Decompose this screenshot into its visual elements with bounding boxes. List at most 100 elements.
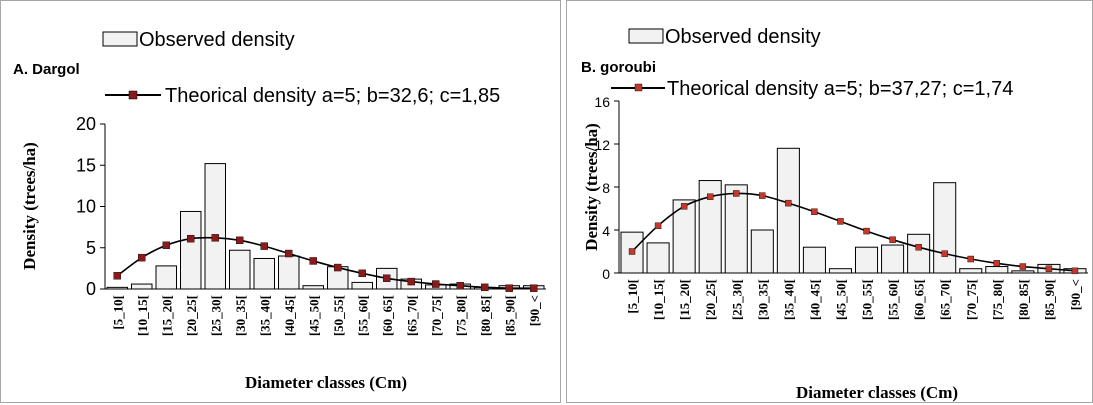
x-tick-label: [60_65[ <box>380 295 395 336</box>
point-theorical <box>811 208 818 215</box>
x-tick-label: [20_25[ <box>184 295 199 336</box>
bar-observed <box>131 283 153 290</box>
bar-observed <box>776 147 800 274</box>
point-theorical <box>407 277 415 286</box>
bar-observed <box>802 246 826 274</box>
point-theorical <box>785 199 792 207</box>
x-tick-label: [40_45[ <box>282 295 297 336</box>
line-theorical <box>116 236 534 290</box>
point-theorical <box>236 236 244 245</box>
x-tick-label: [25_30[ <box>208 295 223 336</box>
x-tick-label: [85_90[ <box>502 295 517 336</box>
chart-dargol: Observed density A. Dargol Theorical den… <box>13 29 546 392</box>
point-theorical <box>706 193 714 200</box>
point-theorical <box>889 236 896 243</box>
point-theorical <box>505 284 513 292</box>
x-tick-label: [85_90[ <box>1042 279 1057 320</box>
chart-panel-dargol: Observed density A. Dargol Theorical den… <box>0 0 561 403</box>
legend-theorical-marker <box>634 83 643 92</box>
point-theorical <box>456 282 464 290</box>
point-theorical <box>967 255 974 263</box>
bar-observed <box>855 246 879 274</box>
legend-observed-swatch <box>628 28 664 44</box>
bar-observed <box>959 268 983 274</box>
panel-label: A. Dargol <box>13 61 80 78</box>
bar-observed <box>698 180 722 274</box>
point-theorical <box>162 241 170 249</box>
point-theorical <box>733 190 740 197</box>
point-theorical <box>432 280 440 288</box>
y-tick-label: 20 <box>76 114 96 134</box>
x-tick-label: [90_< <box>527 295 542 326</box>
legend-observed-label: Observed density <box>139 29 295 51</box>
point-theorical <box>628 248 636 255</box>
legend-theorical-label: Theorical density a=5; b=37,27; c=1,74 <box>667 78 1013 100</box>
point-theorical <box>1071 267 1079 275</box>
bar-observed <box>204 163 226 290</box>
point-theorical <box>1019 263 1027 270</box>
x-tick-label: [70_75[ <box>964 279 979 320</box>
x-tick-label: [5_10[ <box>110 295 125 330</box>
bar-observed <box>253 257 275 290</box>
bar-observed <box>985 266 1009 274</box>
point-theorical <box>481 283 489 292</box>
x-tick-label: [25_30[ <box>729 279 744 320</box>
point-theorical <box>187 234 195 243</box>
point-theorical <box>941 250 948 257</box>
x-tick-label: [50_55[ <box>860 279 875 320</box>
bar-observed <box>155 265 177 290</box>
point-theorical <box>138 253 146 262</box>
point-theorical <box>260 242 268 250</box>
bar-observed <box>828 268 853 274</box>
x-tick-label: [35_40[ <box>781 279 796 320</box>
point-theorical <box>113 272 121 280</box>
x-tick-label: [15_20[ <box>677 279 692 320</box>
x-tick-label: [35_40[ <box>257 295 272 336</box>
x-tick-label: [90_< <box>1068 279 1083 310</box>
x-tick-label: [50_55[ <box>331 295 346 336</box>
x-tick-label: [55_60[ <box>886 279 901 320</box>
line-theorical <box>631 192 1076 272</box>
x-tick-label: [65_70[ <box>938 279 953 320</box>
x-axis-label: Diameter classes (Cm) <box>245 373 407 392</box>
point-theorical <box>309 257 317 265</box>
point-theorical <box>285 249 293 258</box>
point-theorical <box>680 203 688 210</box>
y-tick-label: 4 <box>602 223 610 239</box>
bar-observed <box>229 249 251 290</box>
y-tick-label: 12 <box>594 137 610 153</box>
bar-observed <box>646 242 670 274</box>
point-theorical <box>1045 265 1053 272</box>
bar-observed <box>672 199 696 274</box>
y-tick-label: 16 <box>594 94 610 110</box>
y-tick-label: 0 <box>86 279 96 299</box>
point-theorical <box>863 227 870 235</box>
bar-observed <box>724 184 748 274</box>
bar-observed <box>302 285 324 290</box>
y-axis-label: Density (trees/ha) <box>20 142 39 270</box>
x-tick-label: [65_70[ <box>404 295 419 336</box>
point-theorical <box>334 263 342 272</box>
x-tick-label: [60_65[ <box>912 279 927 320</box>
x-tick-label: [40_45[ <box>807 279 822 320</box>
bar-observed <box>933 182 957 274</box>
point-theorical <box>530 284 538 292</box>
bar-observed <box>750 229 774 274</box>
x-tick-label: [20_25[ <box>703 279 718 320</box>
legend-theorical-marker <box>128 90 138 100</box>
x-tick-label: [80_85[ <box>478 295 493 336</box>
y-tick-label: 8 <box>602 180 610 196</box>
x-axis-label: Diameter classes (Cm) <box>796 383 958 402</box>
point-theorical <box>654 222 662 229</box>
x-tick-label: [30_35[ <box>233 295 248 336</box>
legend-observed-label: Observed density <box>665 26 821 48</box>
bar-observed <box>907 233 931 274</box>
point-theorical <box>383 274 391 282</box>
chart-goroubi: Observed density B. goroubi Theorical de… <box>581 26 1088 402</box>
point-theorical <box>759 192 766 199</box>
bar-observed <box>351 281 373 290</box>
x-tick-label: [10_15[ <box>651 279 666 320</box>
panel-label: B. goroubi <box>581 59 656 76</box>
x-tick-label: [10_15[ <box>135 295 150 336</box>
y-tick-label: 10 <box>76 197 96 217</box>
